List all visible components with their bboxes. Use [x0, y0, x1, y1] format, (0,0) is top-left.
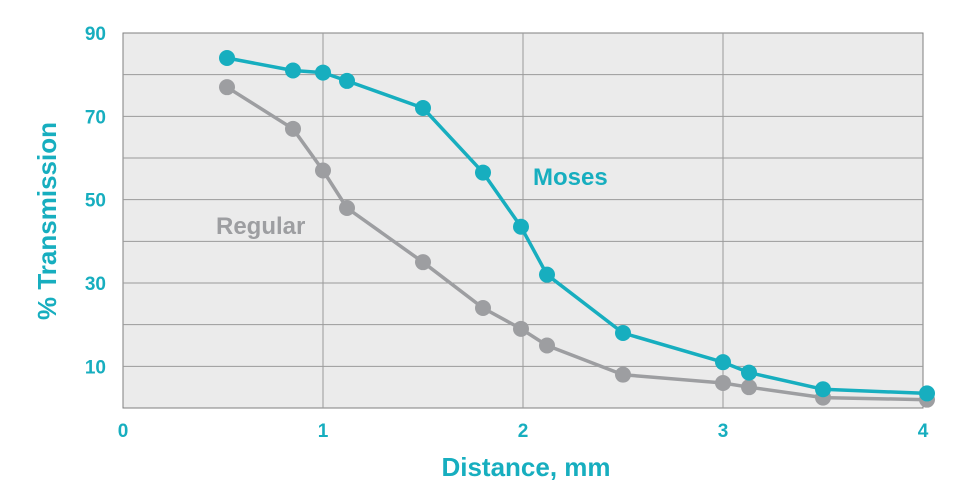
- data-point-regular: [741, 379, 757, 396]
- data-point-moses: [415, 100, 431, 116]
- data-point-moses: [815, 381, 831, 398]
- data-point-regular: [615, 366, 631, 383]
- data-point-regular: [513, 320, 529, 337]
- data-point-moses: [615, 325, 631, 341]
- data-point-moses: [513, 218, 529, 235]
- data-point-regular: [475, 300, 491, 316]
- y-tick-label: 30: [85, 274, 106, 295]
- series-label-regular: Regular: [216, 213, 305, 240]
- data-point-moses: [219, 50, 235, 66]
- data-point-moses: [539, 266, 555, 283]
- data-point-regular: [315, 162, 331, 179]
- data-point-regular: [715, 375, 731, 391]
- data-point-regular: [415, 254, 431, 271]
- data-point-moses: [741, 364, 757, 381]
- data-point-regular: [219, 79, 235, 96]
- tick-labels: 10 30 50 70 90 0 1 2 3 4: [85, 24, 929, 442]
- data-point-regular: [339, 200, 355, 216]
- series-layer: [219, 50, 935, 408]
- series-regular: [219, 79, 935, 408]
- x-tick-label: 3: [718, 421, 729, 442]
- y-tick-label: 70: [85, 107, 106, 128]
- data-point-moses: [715, 354, 731, 371]
- series-moses: [219, 50, 935, 402]
- x-tick-label: 0: [118, 421, 129, 442]
- data-point-moses: [919, 385, 935, 402]
- y-tick-label: 50: [85, 191, 106, 212]
- series-label-moses: Moses: [533, 164, 608, 191]
- x-tick-label: 2: [518, 421, 529, 442]
- x-axis-title: Distance, mm: [441, 452, 610, 482]
- y-axis-title: % Transmission: [32, 122, 62, 320]
- data-point-regular: [539, 337, 555, 354]
- data-point-moses: [339, 72, 355, 89]
- data-point-regular: [285, 120, 301, 137]
- x-tick-label: 4: [918, 421, 929, 442]
- data-point-moses: [285, 62, 301, 79]
- y-tick-label: 90: [85, 24, 106, 45]
- x-tick-label: 1: [318, 421, 329, 442]
- data-point-moses: [475, 164, 491, 181]
- data-point-moses: [315, 64, 331, 81]
- y-tick-label: 10: [85, 357, 106, 378]
